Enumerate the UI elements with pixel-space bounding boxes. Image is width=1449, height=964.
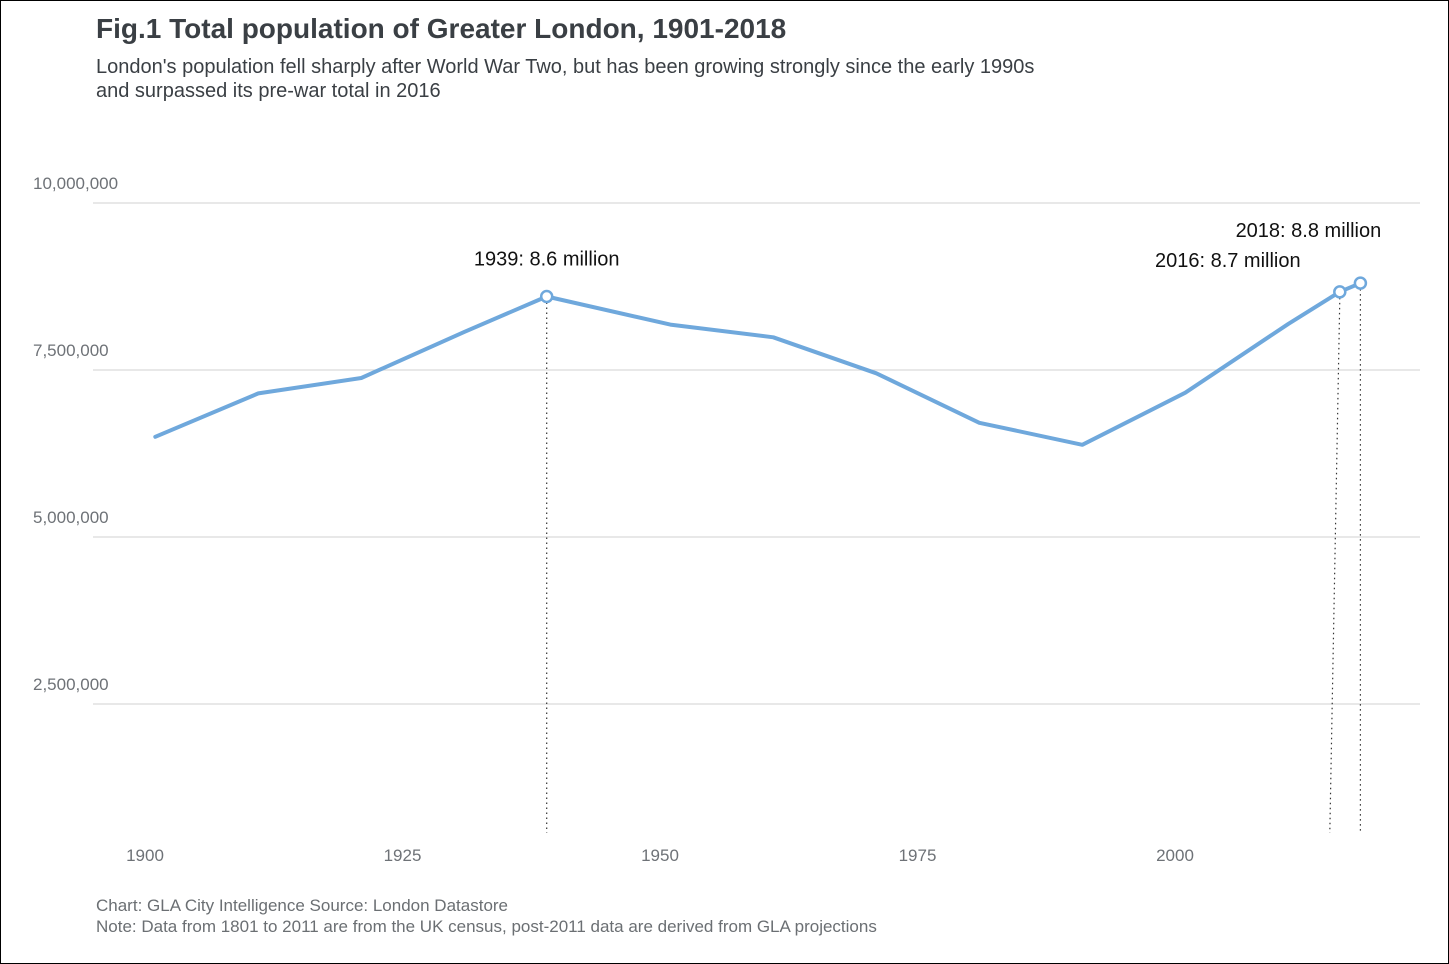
- annotation-label-2016: 2016: 8.7 million: [1155, 250, 1301, 272]
- x-tick-label: 1950: [641, 846, 679, 865]
- chart-subtitle: London's population fell sharply after W…: [96, 55, 1034, 103]
- y-tick-label: 10,000,000: [33, 174, 118, 193]
- x-tick-label: 1975: [899, 846, 937, 865]
- drop-line-2016: [1329, 297, 1341, 834]
- annotation-label-1939: 1939: 8.6 million: [474, 249, 620, 271]
- x-tick-label: 1900: [126, 846, 164, 865]
- annotation-marker-1939: [539, 289, 554, 304]
- subtitle-line-1: London's population fell sharply after W…: [96, 56, 1035, 78]
- annotation-drop-lines: [546, 289, 1362, 834]
- annotation-label-2018: 2018: 8.8 million: [1236, 220, 1382, 242]
- x-axis-ticks: 1900 1925 1950 1975 2000: [126, 846, 1194, 865]
- chart-footer: Chart: GLA City Intelligence Source: Lon…: [96, 895, 877, 937]
- series-layer: [153, 281, 1363, 447]
- y-tick-label: 2,500,000: [33, 675, 109, 694]
- annotation-marker-2016: [1333, 285, 1347, 299]
- grid-lines: [93, 202, 1420, 705]
- footer-note: Note: Data from 1801 to 2011 are from th…: [96, 917, 877, 936]
- y-axis-ticks: 2,500,000 5,000,000 7,500,000 10,000,000: [33, 174, 118, 694]
- annotation-markers: [539, 276, 1368, 304]
- annotation-labels: 1939: 8.6 million 2016: 8.7 million 2018: …: [474, 220, 1381, 272]
- footer-source: Chart: GLA City Intelligence Source: Lon…: [96, 896, 509, 915]
- y-tick-label: 5,000,000: [33, 508, 109, 527]
- subtitle-line-2: and surpassed its pre-war total in 2016: [96, 80, 441, 102]
- x-tick-label: 2000: [1156, 846, 1194, 865]
- chart-title: Fig.1 Total population of Greater London…: [96, 13, 787, 44]
- y-tick-label: 7,500,000: [33, 341, 109, 360]
- x-tick-label: 1925: [384, 846, 422, 865]
- annotation-marker-2018: [1353, 276, 1368, 290]
- series-line-0: [153, 281, 1363, 447]
